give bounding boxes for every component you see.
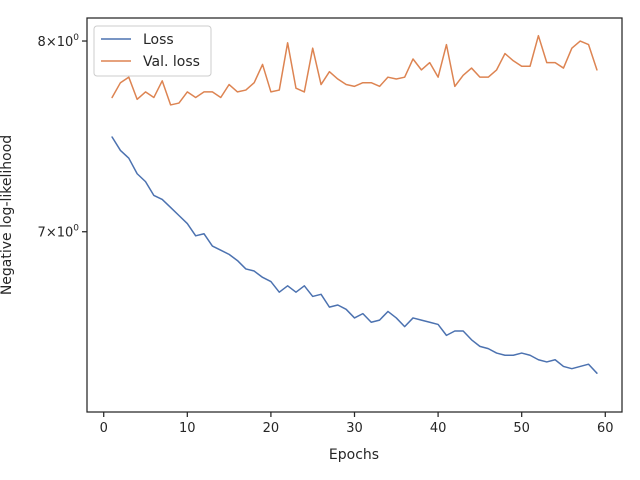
y-axis-label: Negative log-likelihood — [0, 135, 15, 295]
x-tick-label: 0 — [100, 421, 108, 436]
x-tick-label: 50 — [513, 421, 530, 436]
y-axis-ticks: 7×100 8×100 — [38, 33, 87, 241]
x-tick-label: 40 — [430, 421, 447, 436]
y-tick-label: 8×100 — [38, 33, 80, 50]
x-axis-label: Epochs — [329, 447, 379, 463]
series-line-loss — [111, 136, 598, 374]
legend-label-loss: Loss — [143, 32, 174, 48]
x-tick-label: 30 — [346, 421, 363, 436]
series-layer — [111, 34, 598, 374]
x-tick-label: 10 — [179, 421, 196, 436]
series-line-val-loss — [111, 34, 598, 106]
x-tick-label: 60 — [597, 421, 614, 436]
legend: Loss Val. loss — [93, 25, 212, 77]
x-axis-ticks: 0 10 20 30 40 50 60 — [100, 412, 614, 436]
legend-label-val-loss: Val. loss — [143, 54, 200, 70]
y-tick-label: 7×100 — [38, 224, 80, 241]
x-tick-label: 20 — [263, 421, 280, 436]
plot-area — [87, 18, 622, 412]
